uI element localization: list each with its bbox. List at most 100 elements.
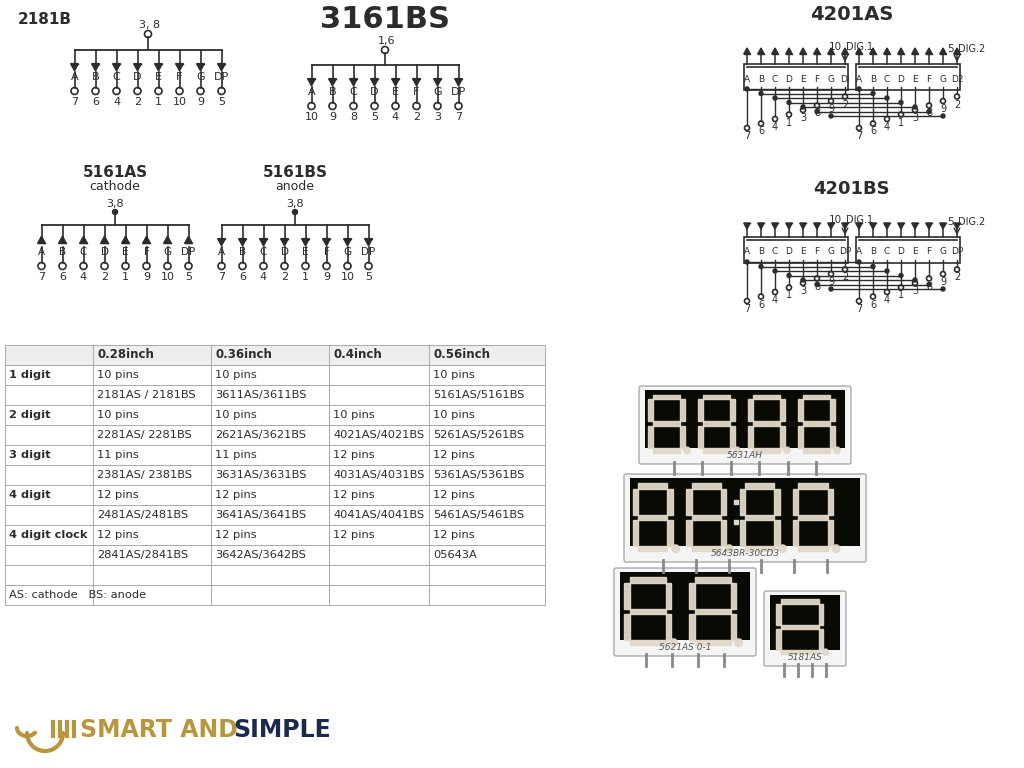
Text: 11 pins: 11 pins	[215, 450, 257, 460]
Bar	[5, 505, 93, 525]
Polygon shape	[911, 48, 919, 54]
Bar	[780, 599, 819, 604]
Text: 10: 10	[828, 215, 842, 225]
Text: 2: 2	[134, 97, 141, 107]
Text: D: D	[281, 247, 289, 257]
Text: DIG.2: DIG.2	[958, 217, 985, 227]
Bar	[666, 614, 671, 640]
Text: 8: 8	[926, 282, 932, 292]
Bar	[744, 64, 848, 90]
Polygon shape	[91, 64, 99, 71]
Circle shape	[815, 110, 819, 114]
Circle shape	[885, 96, 889, 100]
Bar	[429, 385, 545, 405]
FancyBboxPatch shape	[639, 386, 851, 464]
Text: 8: 8	[814, 282, 820, 292]
Text: 4: 4	[260, 272, 267, 282]
Polygon shape	[953, 223, 961, 229]
Polygon shape	[71, 64, 79, 71]
Text: 2: 2	[101, 272, 109, 282]
Bar	[638, 515, 668, 520]
Text: 9: 9	[940, 104, 946, 114]
Polygon shape	[307, 78, 315, 86]
Text: 0.4inch: 0.4inch	[333, 349, 382, 362]
Bar	[630, 578, 666, 583]
Bar	[799, 515, 828, 520]
Bar	[633, 489, 638, 515]
Bar	[689, 614, 694, 640]
Bar	[211, 485, 329, 505]
Text: G: G	[939, 74, 946, 84]
Text: 9: 9	[143, 272, 151, 282]
Text: D2: D2	[950, 74, 964, 84]
Bar	[93, 465, 211, 485]
Text: 11 pins: 11 pins	[97, 450, 138, 460]
Bar	[698, 399, 702, 422]
Text: D: D	[898, 247, 904, 257]
Bar	[691, 546, 721, 551]
Bar	[776, 629, 780, 650]
Text: 4: 4	[392, 112, 399, 122]
Circle shape	[672, 545, 679, 552]
Text: 4 digit clock: 4 digit clock	[9, 530, 87, 540]
Text: 5621AS 0-1: 5621AS 0-1	[658, 644, 712, 653]
Bar	[666, 583, 671, 609]
Text: 10 pins: 10 pins	[333, 410, 375, 420]
Text: 2: 2	[281, 272, 288, 282]
Bar	[780, 624, 819, 629]
Polygon shape	[758, 223, 764, 229]
Text: C: C	[80, 247, 87, 257]
Text: SMART AND: SMART AND	[80, 718, 238, 742]
Text: D: D	[785, 247, 793, 257]
Text: 0.36inch: 0.36inch	[215, 349, 272, 362]
Text: 3: 3	[800, 286, 806, 296]
Bar	[803, 422, 830, 426]
Text: 5: 5	[365, 272, 372, 282]
Text: 6: 6	[870, 127, 877, 137]
Bar	[652, 422, 680, 426]
Bar	[329, 345, 429, 365]
Circle shape	[829, 287, 833, 291]
Circle shape	[684, 447, 690, 454]
Polygon shape	[217, 239, 225, 246]
Polygon shape	[281, 239, 289, 246]
Text: C: C	[772, 247, 778, 257]
Text: 3, 8: 3, 8	[139, 20, 161, 30]
Text: 2481AS/2481BS: 2481AS/2481BS	[97, 510, 188, 520]
Text: 10 pins: 10 pins	[215, 410, 257, 420]
Bar	[211, 385, 329, 405]
Circle shape	[759, 91, 763, 95]
Text: 4: 4	[884, 295, 890, 305]
Polygon shape	[344, 239, 351, 246]
Bar	[5, 525, 93, 545]
Text: cathode: cathode	[89, 180, 140, 193]
Text: 9: 9	[940, 277, 946, 287]
Bar	[93, 505, 211, 525]
Text: 12 pins: 12 pins	[433, 490, 475, 500]
Bar	[93, 345, 211, 365]
Text: 5: 5	[947, 44, 954, 54]
Polygon shape	[217, 64, 225, 71]
Bar	[329, 485, 429, 505]
Bar	[793, 489, 799, 515]
Text: 7: 7	[743, 304, 751, 314]
Polygon shape	[197, 64, 205, 71]
Polygon shape	[898, 223, 904, 229]
Text: D: D	[133, 72, 141, 82]
Text: 8: 8	[926, 108, 932, 118]
Text: E: E	[800, 247, 806, 257]
Text: 1: 1	[898, 118, 904, 127]
Circle shape	[801, 278, 805, 282]
Polygon shape	[869, 48, 877, 54]
Text: 3641AS/3641BS: 3641AS/3641BS	[215, 510, 306, 520]
Text: 10: 10	[172, 97, 186, 107]
Text: DP: DP	[451, 87, 466, 97]
Text: 5: 5	[218, 97, 225, 107]
Text: 2181B: 2181B	[18, 12, 72, 27]
Polygon shape	[58, 237, 67, 243]
Bar	[648, 399, 652, 422]
Bar	[702, 448, 730, 452]
Bar	[803, 448, 830, 452]
Text: D: D	[898, 74, 904, 84]
Bar	[691, 483, 721, 489]
